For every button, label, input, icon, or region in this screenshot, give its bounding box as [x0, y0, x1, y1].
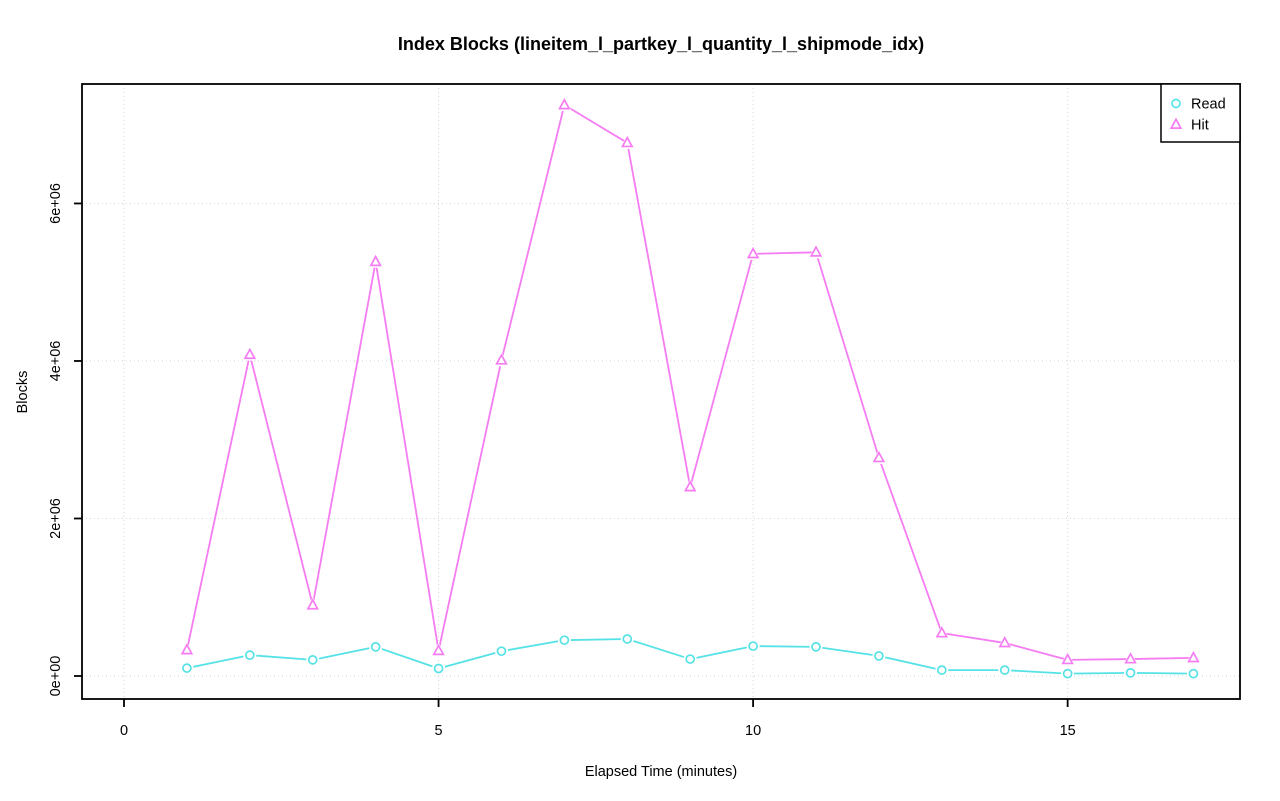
hit-point-icon: [558, 98, 571, 110]
y-axis-label: Blocks: [15, 371, 31, 414]
x-tick-label: 0: [120, 723, 128, 739]
legend-box: [1160, 83, 1241, 143]
read-point-icon: [307, 655, 318, 665]
read-point-icon: [1188, 668, 1199, 679]
chart-title: Index Blocks (lineitem_l_partkey_l_quant…: [398, 34, 924, 54]
x-tick-label: 5: [435, 723, 443, 739]
read-point-icon: [370, 642, 381, 652]
y-tick-label: 0e+00: [48, 656, 64, 697]
read-point-icon: [874, 651, 884, 661]
x-tick-label: 15: [1060, 723, 1076, 739]
hit-point-icon: [369, 254, 382, 267]
grid-layer: [82, 84, 1240, 699]
y-tick-label: 4e+06: [48, 341, 64, 382]
read-point-icon: [999, 665, 1010, 675]
plot-box: [81, 83, 1241, 700]
legend-label: Read: [1191, 97, 1226, 113]
read-point-icon: [748, 641, 758, 651]
hit-point-icon: [180, 643, 194, 655]
y-tick-label: 2e+06: [48, 498, 64, 539]
read-point-icon: [811, 642, 821, 652]
triangle-icon: [1169, 117, 1183, 129]
series-read: [180, 632, 1200, 681]
axis-layer: 0 5 10 15 0e+00 2e+06 4e+06 6e+06: [48, 83, 1241, 739]
x-tick-label: 10: [745, 723, 761, 739]
series-hit: [179, 97, 1201, 666]
hit-point-icon: [1061, 652, 1074, 665]
hit-point-icon: [243, 347, 257, 360]
hit-point-icon: [495, 353, 508, 365]
hit-point-icon: [746, 246, 760, 259]
hit-point-icon: [432, 643, 445, 656]
hit-point-icon: [809, 245, 823, 257]
read-point-icon: [496, 646, 507, 657]
hit-point-icon: [621, 135, 634, 148]
hit-point-icon: [872, 450, 886, 463]
y-tick-label: 6e+06: [48, 183, 64, 224]
read-point-icon: [433, 663, 444, 674]
read-point-icon: [622, 634, 633, 644]
series-hit-line: [186, 104, 1195, 661]
read-point-icon: [685, 654, 696, 664]
read-point-icon: [1062, 668, 1073, 679]
hit-point-icon: [306, 598, 319, 610]
legend-label: Hit: [1191, 118, 1209, 134]
hit-point-icon: [683, 480, 697, 492]
hit-point-icon: [1187, 650, 1200, 663]
read-point-icon: [1125, 668, 1136, 678]
hit-point-icon: [935, 626, 949, 638]
x-axis-label: Elapsed Time (minutes): [585, 764, 737, 780]
legend-layer: Read Hit: [1160, 83, 1241, 143]
read-point-icon: [936, 665, 947, 675]
read-point-icon: [182, 663, 192, 673]
hit-point-icon: [1124, 652, 1137, 664]
read-point-icon: [559, 635, 570, 646]
hit-point-icon: [998, 635, 1011, 648]
series-layer: [179, 97, 1201, 681]
circle-icon: [1171, 98, 1181, 109]
read-point-icon: [244, 650, 255, 660]
